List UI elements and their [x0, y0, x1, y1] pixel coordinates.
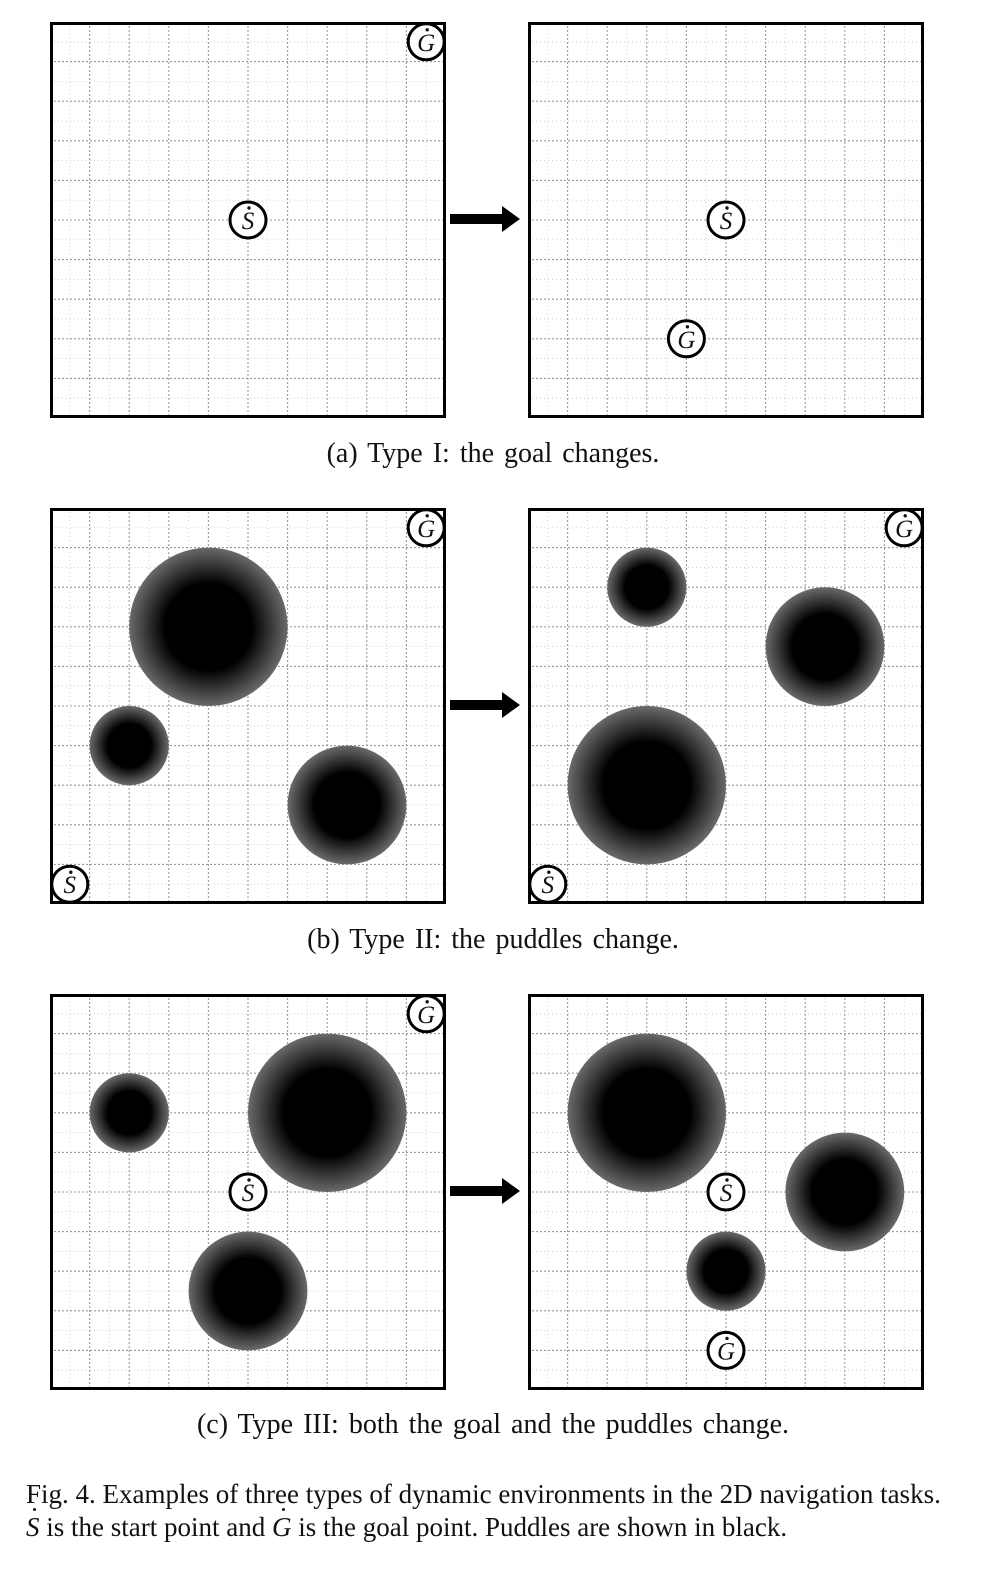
marker-label: G [417, 30, 435, 57]
start-marker: S [530, 866, 566, 902]
goal-marker: G [408, 24, 444, 60]
arrow-a [450, 206, 522, 232]
marker-label: G [677, 327, 695, 354]
start-marker: S [230, 202, 266, 238]
puddle [568, 706, 726, 864]
puddle [189, 1232, 308, 1351]
caption-a: (a) Type I: the goal changes. [0, 438, 986, 470]
arrow-b [450, 692, 522, 718]
marker-dot [904, 514, 907, 517]
marker-dot [247, 1178, 250, 1181]
start-symbol: S [26, 1511, 40, 1544]
figure-caption-start-text: is the start point and [46, 1512, 265, 1542]
puddle [568, 1034, 726, 1192]
figure-caption-lead: Fig. 4. Examples of three types of dynam… [26, 1479, 941, 1509]
goal-marker: G [668, 321, 704, 357]
puddle [248, 1034, 406, 1192]
marker-dot [426, 514, 429, 517]
goal-symbol: G [272, 1511, 292, 1544]
marker-label: S [542, 872, 555, 899]
marker-label: S [720, 208, 733, 235]
marker-dot [247, 206, 250, 209]
marker-dot [725, 1337, 728, 1340]
panel-b-before: SG [50, 508, 446, 904]
marker-label: G [417, 1002, 435, 1029]
marker-dot [725, 206, 728, 209]
marker-dot [547, 871, 550, 874]
goal-marker: G [886, 510, 922, 546]
puddle [785, 1133, 904, 1252]
panel-b-after: SG [528, 508, 924, 904]
start-marker: S [708, 202, 744, 238]
goal-marker: G [708, 1332, 744, 1368]
puddle [766, 587, 885, 706]
marker-label: S [64, 872, 77, 899]
puddle [607, 548, 686, 627]
marker-label: S [720, 1180, 733, 1207]
start-marker: S [230, 1174, 266, 1210]
marker-label: G [717, 1338, 735, 1365]
caption-b: (b) Type II: the puddles change. [0, 924, 986, 956]
arrow-c [450, 1178, 522, 1204]
marker-label: G [895, 516, 913, 543]
marker-label: G [417, 516, 435, 543]
marker-label: S [242, 208, 255, 235]
puddle [686, 1232, 765, 1311]
panel-a-after: SG [528, 22, 924, 418]
figure-caption-goal-text: is the goal point. Puddles are shown in … [298, 1512, 787, 1542]
puddle [90, 1073, 169, 1152]
caption-c: (c) Type III: both the goal and the pudd… [0, 1409, 986, 1441]
panel-a-before: SG [50, 22, 446, 418]
marker-dot [725, 1178, 728, 1181]
goal-marker: G [408, 510, 444, 546]
puddle [129, 548, 287, 706]
goal-marker: G [408, 996, 444, 1032]
marker-dot [426, 1000, 429, 1003]
figure-caption: Fig. 4. Examples of three types of dynam… [26, 1478, 956, 1544]
start-marker: S [708, 1174, 744, 1210]
marker-dot [686, 325, 689, 328]
marker-dot [69, 871, 72, 874]
panel-c-before: SG [50, 994, 446, 1390]
panel-c-after: SG [528, 994, 924, 1390]
start-marker: S [52, 866, 88, 902]
puddle [288, 746, 407, 865]
marker-label: S [242, 1180, 255, 1207]
puddle [90, 706, 169, 785]
marker-dot [426, 28, 429, 31]
